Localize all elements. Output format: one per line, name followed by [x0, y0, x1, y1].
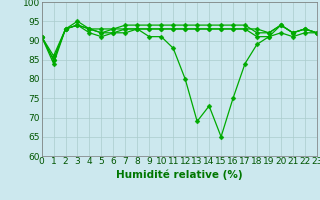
- X-axis label: Humidité relative (%): Humidité relative (%): [116, 169, 243, 180]
